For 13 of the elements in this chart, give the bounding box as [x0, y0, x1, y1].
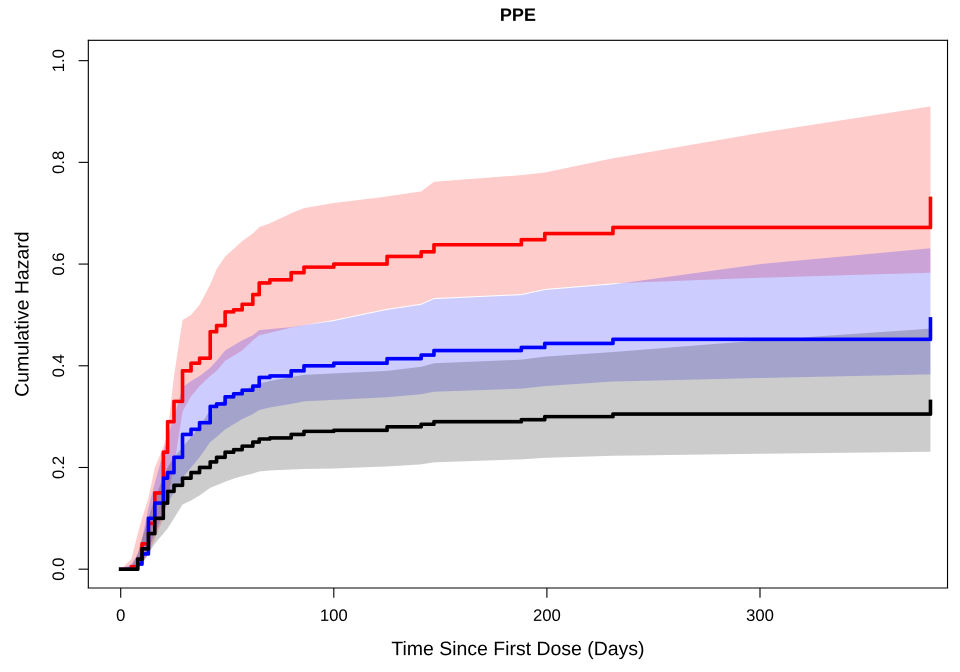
x-axis-title: Time Since First Dose (Days) — [392, 641, 644, 660]
y-tick-label: 0.6 — [52, 253, 64, 276]
y-tick-label: 0.4 — [52, 354, 64, 377]
y-tick-label: 0.8 — [52, 152, 64, 174]
x-tick-label: 0 — [116, 609, 125, 622]
chart-title: PPE — [501, 8, 536, 21]
x-tick-label: 100 — [321, 609, 348, 622]
x-tick-label: 300 — [746, 609, 774, 622]
y-axis-title: Cumulative Hazard — [14, 232, 29, 396]
y-tick-label: 0.0 — [52, 558, 64, 580]
y-tick-label: 0.2 — [52, 456, 64, 478]
x-tick-label: 200 — [534, 609, 560, 622]
y-tick-label: 1.0 — [52, 50, 64, 71]
